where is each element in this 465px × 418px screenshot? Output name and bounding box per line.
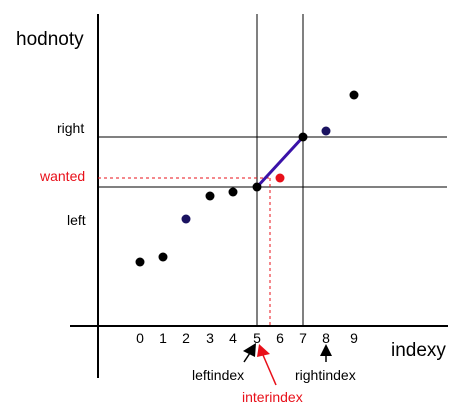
data-point-5 [252,182,262,192]
wanted-level-label: wanted [39,168,85,184]
data-point-9 [349,90,359,100]
data-point-7 [298,132,308,142]
interindex-label: interindex [242,389,303,405]
rightindex-arrow [320,344,332,362]
data-point-4 [228,187,238,197]
interindex-arrow [257,344,277,386]
x-tick-label: 3 [206,330,214,346]
wanted-point [275,173,285,183]
data-point-8 [321,126,331,136]
y-axis-title: hodnoty [16,29,84,50]
x-tick-label: 2 [182,330,190,346]
rightindex-label: rightindex [295,367,356,383]
left-level-label: left [67,212,86,228]
x-tick-label: 0 [136,330,144,346]
x-tick-label: 9 [350,330,358,346]
right-level-label: right [57,120,84,136]
x-tick-label: 4 [229,330,237,346]
data-point-2 [181,214,191,224]
x-tick-label: 1 [159,330,167,346]
data-point-0 [135,257,145,267]
data-point-3 [205,191,215,201]
data-points [135,90,359,267]
data-point-1 [158,252,168,262]
x-tick-label: 5 [253,330,261,346]
x-axis-title: indexy [391,340,446,361]
x-tick-label: 6 [276,330,284,346]
x-tick-label: 7 [299,330,307,346]
leftindex-arrow [243,343,256,363]
interpolation-segment [255,135,305,189]
x-tick-label: 8 [322,330,330,346]
leftindex-label: leftindex [192,367,244,383]
